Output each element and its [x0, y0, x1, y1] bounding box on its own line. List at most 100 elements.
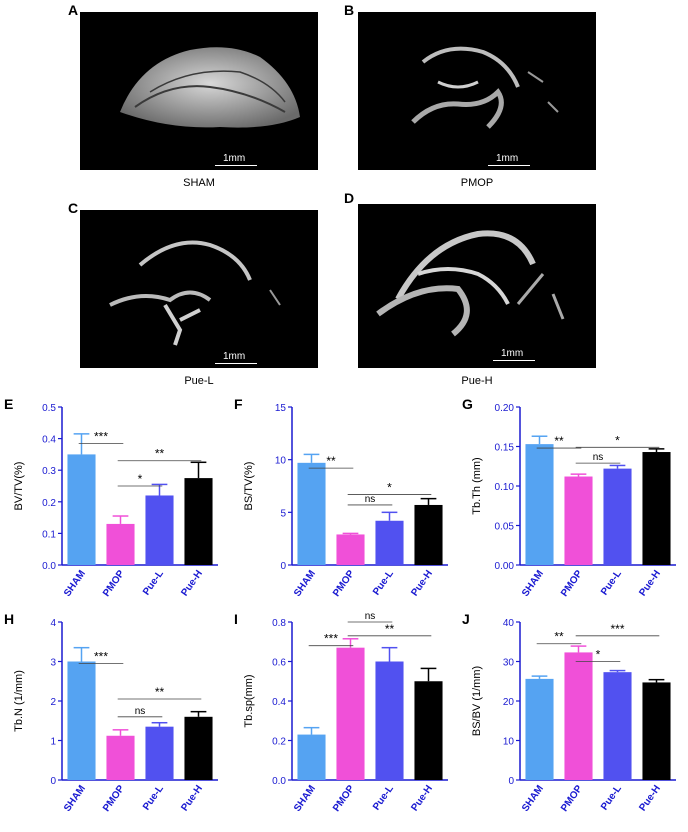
scale-bar-label: 1mm: [501, 348, 524, 359]
scale-bar-label: 1mm: [496, 153, 519, 164]
scale-bar: [493, 360, 535, 361]
x-tick-label: Pue-H: [179, 568, 205, 598]
significance-label: ns: [135, 706, 146, 717]
significance-label: ns: [365, 611, 376, 622]
caption-pue-h: Pue-H: [461, 375, 493, 387]
y-tick-label: 0.2: [272, 737, 286, 748]
y-tick-label: 10: [503, 737, 515, 748]
x-tick-label: PMOP: [101, 568, 127, 599]
y-tick-label: 1: [50, 737, 56, 748]
y-tick-label: 5: [280, 508, 286, 519]
chart-svg: H Tb.N (1/mm) 0 1 2 3 4 SHAM PMOP Pue-L Pue-H *** ns…: [4, 611, 218, 814]
chart-bv-tv: E BV/TV(%) 0.0 0.1 0.2 0.3 0.4 0.5 SHAM PMOP Pue-L…: [0, 395, 230, 605]
panel-letter: F: [234, 396, 243, 412]
y-tick-label: 0.3: [42, 466, 56, 477]
scale-bar-label: 1mm: [223, 351, 246, 362]
bar-pue-h: [642, 452, 671, 565]
x-tick-label: Pue-H: [409, 783, 435, 813]
y-tick-label: 0.15: [495, 443, 515, 454]
significance-label: ***: [610, 622, 624, 636]
x-tick-label: PMOP: [559, 568, 585, 599]
panel-letter: I: [234, 611, 238, 627]
panel-letter-d: D: [344, 190, 355, 206]
bone-render-pue-l: [109, 240, 281, 346]
bar-pmop: [336, 647, 365, 780]
significance-label: **: [554, 630, 564, 644]
significance-label: ***: [94, 429, 108, 443]
significance-label: ns: [593, 452, 604, 463]
y-tick-label: 3: [50, 658, 56, 669]
x-tick-label: SHAM: [292, 568, 318, 598]
bone-render-pmop: [411, 46, 559, 129]
bar-sham: [525, 444, 554, 565]
significance-label: **: [554, 434, 564, 448]
significance-label: ***: [94, 649, 108, 663]
y-tick-label: 40: [503, 618, 515, 629]
y-tick-label: 0: [508, 776, 514, 787]
bar-pmop: [564, 652, 593, 780]
x-tick-label: Pue-H: [637, 568, 663, 598]
chart-svg: G Tb.Th (mm) 0.00 0.05 0.10 0.15 0.20 SHAM PMOP P…: [462, 396, 676, 599]
panel-letter-b: B: [344, 2, 355, 18]
y-tick-label: 0.10: [495, 482, 515, 493]
y-tick-label: 0: [280, 561, 286, 572]
y-tick-label: 0.20: [495, 403, 515, 414]
caption-sham: SHAM: [183, 177, 215, 189]
x-tick-label: Pue-H: [637, 783, 663, 813]
x-tick-label: SHAM: [520, 568, 546, 598]
microct-image-pmop: 1mm: [358, 12, 596, 170]
x-tick-label: Pue-H: [409, 568, 435, 598]
x-tick-label: PMOP: [559, 783, 585, 814]
y-axis-label: Tb.N (1/mm): [13, 670, 25, 732]
x-tick-label: Pue-L: [141, 783, 166, 812]
panel-letter-a: A: [68, 2, 79, 18]
y-tick-label: 0.4: [272, 697, 286, 708]
scale-bar: [215, 363, 257, 364]
x-tick-label: SHAM: [62, 783, 88, 813]
y-tick-label: 0.2: [42, 498, 56, 509]
bone-render-sham: [120, 47, 300, 128]
panel-letter-c: C: [68, 200, 79, 216]
significance-label: **: [155, 447, 165, 461]
bar-pmop: [106, 735, 135, 780]
bar-sham: [297, 734, 326, 780]
y-tick-label: 4: [50, 618, 56, 629]
significance-label: **: [155, 685, 165, 699]
x-tick-label: Pue-L: [371, 568, 396, 597]
x-tick-label: SHAM: [62, 568, 88, 598]
significance-label: ***: [324, 632, 338, 646]
bar-pue-l: [603, 672, 632, 780]
chart-tb-th: G Tb.Th (mm) 0.00 0.05 0.10 0.15 0.20 SHAM PMOP P…: [458, 395, 688, 605]
y-axis-label: BS/TV(%): [243, 462, 255, 511]
scale-bar-label: 1mm: [223, 153, 246, 164]
significance-label: *: [596, 648, 601, 662]
caption-pmop: PMOP: [460, 177, 494, 189]
y-tick-label: 20: [503, 697, 515, 708]
x-tick-label: PMOP: [331, 783, 357, 814]
bar-sham: [297, 462, 326, 565]
y-tick-label: 0.4: [42, 435, 56, 446]
y-tick-label: 0.6: [272, 658, 286, 669]
bar-sham: [525, 678, 554, 780]
panel-letter: J: [462, 611, 470, 627]
bar-sham: [67, 661, 96, 780]
microct-image-pue-h: 1mm: [358, 204, 596, 368]
chart-bs-bv: J BS/BV (1/mm) 0 10 20 30 40 SHAM PMOP Pue-L Pue-H…: [458, 610, 688, 825]
y-tick-label: 10: [275, 456, 287, 467]
x-tick-label: Pue-L: [599, 783, 624, 812]
bar-pmop: [106, 523, 135, 565]
caption-pue-l: Pue-L: [184, 375, 214, 387]
y-tick-label: 15: [275, 403, 287, 414]
panel-letter: G: [462, 396, 473, 412]
bar-sham: [67, 454, 96, 565]
y-axis-label: BV/TV(%): [13, 462, 25, 511]
significance-label: **: [385, 622, 395, 636]
bone-render-pue-h: [376, 230, 565, 337]
y-tick-label: 0: [50, 776, 56, 787]
chart-bs-tv: F BS/TV(%) 0 5 10 15 SHAM PMOP Pue-L Pue-H ** ns *: [230, 395, 460, 605]
significance-label: *: [387, 480, 392, 494]
chart-tb-sp: I Tb.sp(mm) 0.0 0.2 0.4 0.6 0.8 SHAM PMOP Pue-L Pu…: [230, 610, 460, 825]
bar-pmop: [564, 476, 593, 565]
bar-pue-h: [642, 682, 671, 780]
x-tick-label: Pue-H: [179, 783, 205, 813]
